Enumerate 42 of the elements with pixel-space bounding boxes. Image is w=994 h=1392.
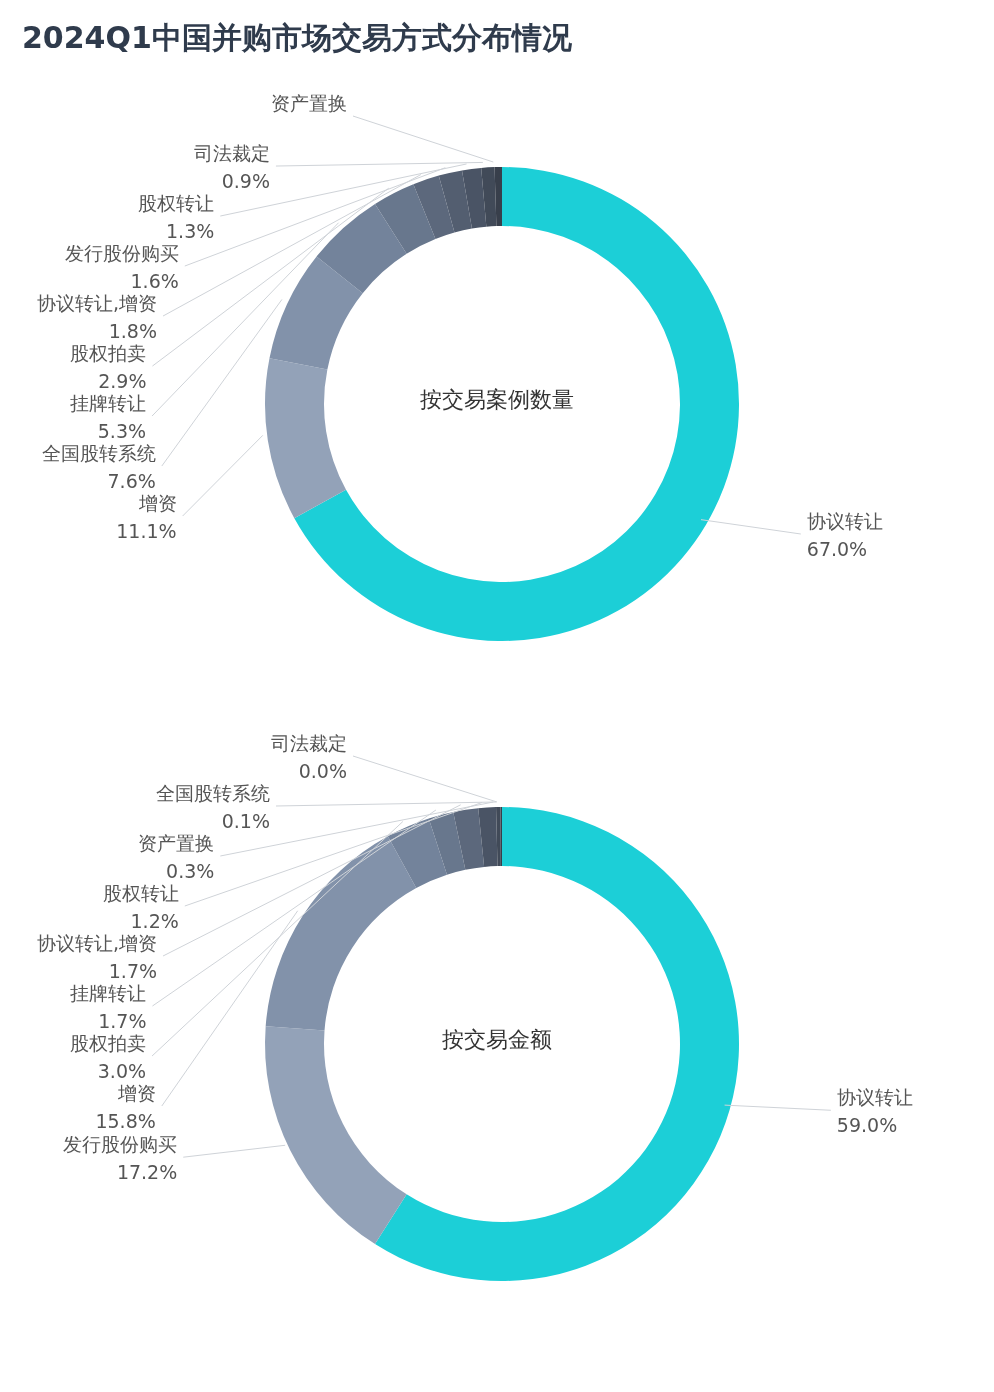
data-label: 11.1% bbox=[116, 520, 177, 543]
text: 0.0% bbox=[298, 760, 347, 782]
category-label: 司法裁定 bbox=[271, 732, 347, 754]
slice-label: 增资 bbox=[137, 492, 177, 515]
data-label: 1.2% bbox=[130, 910, 179, 932]
data-label: 59.0% bbox=[836, 1114, 898, 1137]
text: 按交易案例数量 bbox=[420, 387, 574, 412]
chart-title: 2024Q1中国并购市场交易方式分布情况 bbox=[21, 19, 573, 57]
data-label: 17.2% bbox=[116, 1161, 178, 1184]
text: 按交易金额 bbox=[442, 1027, 552, 1052]
slice-label: 股权转让 bbox=[138, 192, 215, 215]
data-label: 1.8% bbox=[108, 320, 158, 343]
slice-label: 股权拍卖 bbox=[70, 342, 147, 365]
data-label: 1.7% bbox=[108, 960, 158, 982]
data-label: 0.9% bbox=[221, 170, 270, 193]
slice-label: 资产置换 bbox=[138, 832, 215, 854]
slice-label: 股权转让 bbox=[102, 882, 179, 904]
slice-label: 全国股转系统 bbox=[41, 442, 156, 465]
slice-label: 协议转让,增资 bbox=[36, 292, 158, 315]
data-label: 0.3% bbox=[166, 860, 215, 882]
data-label: 3.0% bbox=[97, 1060, 147, 1082]
data-label: 0.1% bbox=[221, 810, 271, 832]
slice-label: 司法裁定 bbox=[193, 142, 270, 165]
data-label: 67.0% bbox=[806, 538, 868, 560]
slice-label: 股权拍卖 bbox=[70, 1032, 147, 1054]
slice-label: 发行股份购买 bbox=[64, 242, 179, 265]
data-label: 7.6% bbox=[107, 470, 156, 493]
slice-label: 资产置换 bbox=[271, 92, 347, 115]
slice-label: 全国股转系统 bbox=[156, 782, 271, 804]
data-label: 15.8% bbox=[95, 1110, 156, 1132]
slice-label: 协议转让,增资 bbox=[36, 932, 158, 954]
slice-label: 挂牌转让 bbox=[70, 982, 147, 1004]
slice-label: 挂牌转让 bbox=[70, 392, 147, 415]
data-label: 2.9% bbox=[98, 370, 147, 393]
data-label: 1.7% bbox=[98, 1010, 147, 1032]
data-label: 1.3% bbox=[166, 220, 215, 243]
slice-label: 发行股份购买 bbox=[63, 1133, 178, 1156]
data-label: 5.3% bbox=[97, 420, 147, 443]
slice-label: 协议转让 bbox=[836, 1086, 913, 1109]
data-label: 1.6% bbox=[130, 270, 179, 293]
slice-label: 协议转让 bbox=[806, 510, 883, 532]
slice-label: 增资 bbox=[116, 1082, 156, 1104]
